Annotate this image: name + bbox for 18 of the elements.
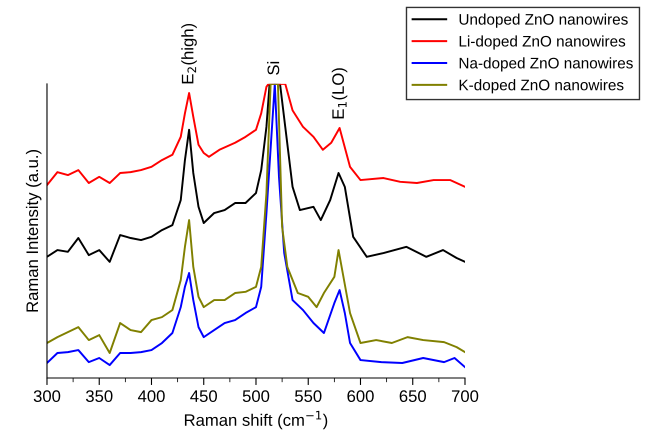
annotation: E$_{1}$(LO)	[332, 68, 348, 118]
x-tick-label: 600	[347, 390, 374, 402]
legend-label: K-doped ZnO nanowires	[460, 79, 624, 94]
x-tick-label: 700	[452, 390, 478, 402]
x-tick-label: 550	[295, 390, 322, 402]
x-tick-label: 300	[34, 390, 60, 402]
y-axis-title: Raman Intensity (a.u.)	[26, 150, 42, 312]
legend-label: Undoped ZnO nanowires	[460, 14, 628, 28]
x-tick-label: 350	[86, 390, 112, 402]
x-tick-label: 500	[242, 390, 270, 402]
legend-label: Na-doped ZnO nanowires	[460, 57, 633, 72]
x-tick-label: 400	[138, 390, 165, 402]
x-tick-label: 650	[400, 390, 426, 402]
annotation: E$_{2}$(high)	[181, 24, 197, 84]
annotation: Si	[267, 62, 280, 75]
x-tick-label: 450	[190, 390, 217, 402]
legend-label: Li-doped ZnO nanowires	[460, 35, 626, 50]
x-axis-title: Raman shift (cm$^{−1}$)	[184, 410, 328, 430]
